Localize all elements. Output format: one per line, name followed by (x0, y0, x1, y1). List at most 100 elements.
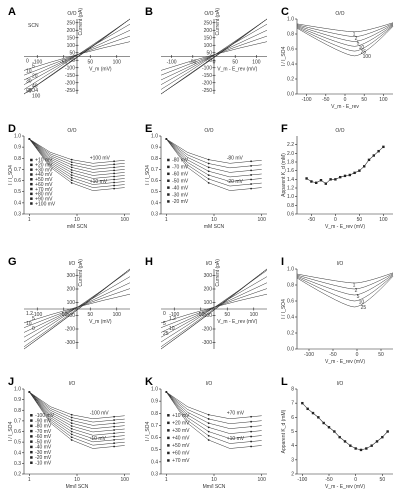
kd-data-point (353, 171, 356, 175)
curve-annotation: +100 mV (90, 155, 111, 161)
y-tick-label: 0.3 (151, 472, 158, 478)
panel-title: I/O (206, 381, 213, 387)
ratio-curve (296, 273, 394, 290)
y-tick-label: 150 (204, 35, 213, 41)
data-point (70, 166, 73, 169)
kd-data-point (305, 177, 308, 180)
kd-data-point (329, 178, 332, 181)
legend-marker (30, 192, 33, 196)
curve-label: SO4 (28, 88, 38, 94)
panel-letter: F (281, 123, 288, 135)
legend-marker (167, 414, 170, 417)
y-tick-label: 0.6 (287, 299, 294, 305)
kd-data-point (372, 154, 375, 157)
data-point (70, 416, 73, 419)
legend-marker (30, 168, 33, 171)
dose-response-curve (29, 391, 125, 426)
kd-data-point (338, 435, 341, 439)
kd-data-point (334, 178, 337, 181)
level-label: 25 (163, 331, 169, 337)
legend-item: +40 mV (35, 172, 53, 178)
iv-curve (23, 270, 131, 343)
kd-data-point (339, 175, 342, 179)
y-tick-label: -200 (202, 327, 212, 333)
y-tick-label: 0.0 (287, 92, 294, 98)
y-tick-label: 0.6 (14, 178, 21, 184)
x-axis-label: V_m - E_rev (mV) (325, 484, 365, 490)
y-tick-label: 0.6 (287, 212, 294, 218)
y-tick-label: -150 (65, 73, 75, 79)
dose-response-curve (166, 391, 262, 424)
panel-letter: E (145, 123, 152, 135)
legend-marker (30, 445, 33, 449)
panel-title: O/O (67, 11, 76, 17)
dose-response-curve (166, 391, 262, 434)
data-point (207, 162, 210, 165)
kd-data-point (359, 448, 363, 452)
y-axis-label: Current (pA) (78, 259, 84, 287)
y-tick-label: 1.0 (14, 387, 21, 393)
x-axis-label: V_m - E_rev (mV) (325, 224, 365, 230)
data-point (250, 187, 253, 190)
kd-data-point (358, 169, 361, 172)
x-tick-label: -100 (32, 312, 42, 318)
x-tick-label: 10 (211, 217, 217, 223)
dose-response-curve (29, 391, 125, 420)
iv-curve (160, 23, 268, 85)
y-tick-label: 4 (291, 443, 294, 449)
x-axis-label: Mm/l SCN (203, 484, 226, 490)
y-tick-label: 0.7 (151, 423, 158, 429)
legend-marker (30, 158, 33, 162)
x-tick-label: 50 (87, 312, 93, 318)
x-tick-label: 100 (121, 477, 130, 483)
level-label: 5 (32, 316, 35, 322)
curve-annotation: -100 mV (90, 411, 110, 417)
x-tick-label: 10 (74, 477, 80, 483)
data-point (28, 391, 31, 393)
panel-d: D O/O 1 10 100 1.0 0.9 0.8 0.7 0.6 0.5 0.4 0.3 +10 mV… (8, 123, 130, 230)
y-tick-label: 50 (69, 50, 75, 56)
x-tick-label: -50 (189, 60, 196, 66)
data-point (70, 422, 73, 425)
legend-marker (167, 179, 170, 182)
level-label: 5 (357, 41, 360, 47)
x-tick-label: 1 (28, 217, 31, 223)
data-point (250, 440, 253, 443)
legend-item: +70 mV (172, 458, 190, 464)
kd-data-point (354, 447, 357, 450)
y-tick-label: 0.6 (287, 47, 294, 53)
panel-title: I/O (206, 261, 213, 267)
y-tick-label: 0.4 (14, 450, 21, 456)
y-tick-label: 1.4 (287, 177, 294, 183)
data-point (113, 181, 115, 184)
y-tick-label: -100 (65, 65, 75, 71)
ratio-curve (296, 23, 394, 42)
kd-data-point (317, 416, 320, 419)
y-tick-label: 100 (204, 43, 213, 49)
data-point (70, 427, 73, 430)
kd-data-point (327, 426, 331, 429)
panel-c: C O/O-100 -50 0 50 1001.00.80.60.40.20.012510… (281, 6, 394, 110)
legend-marker (30, 182, 33, 186)
legend-item: -70 mV (172, 165, 189, 171)
y-axis-label: I / I_SO4 (8, 421, 14, 441)
legend-marker (30, 414, 33, 417)
dose-response-curve (29, 138, 125, 188)
x-tick-label: 1 (165, 217, 168, 223)
curve-annotation: -20 mV (227, 179, 244, 185)
dose-response-curve (29, 138, 125, 170)
data-point (70, 425, 73, 427)
y-axis-label: Apparent K_d (mM) (281, 153, 287, 197)
panel-title: I/O (69, 261, 76, 267)
x-tick-label: -50 (329, 352, 336, 358)
data-point (70, 439, 73, 441)
y-tick-label: 0.6 (151, 178, 158, 184)
y-tick-label: 0.8 (14, 408, 21, 414)
panel-letter: K (145, 376, 153, 388)
legend-marker (167, 193, 170, 196)
legend-item: +40 mV (172, 436, 190, 442)
y-tick-label: -250 (65, 88, 75, 94)
data-point (70, 169, 73, 171)
y-tick-label: 0.6 (151, 435, 158, 441)
